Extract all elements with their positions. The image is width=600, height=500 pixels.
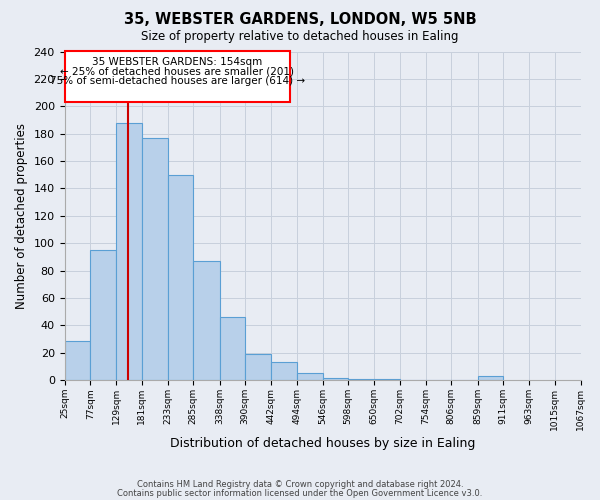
X-axis label: Distribution of detached houses by size in Ealing: Distribution of detached houses by size … [170, 437, 475, 450]
Text: ← 25% of detached houses are smaller (201): ← 25% of detached houses are smaller (20… [61, 66, 295, 76]
Bar [271, 362, 297, 380]
Bar [374, 379, 400, 380]
Bar [65, 340, 90, 380]
Text: 35, WEBSTER GARDENS, LONDON, W5 5NB: 35, WEBSTER GARDENS, LONDON, W5 5NB [124, 12, 476, 28]
Bar [142, 138, 167, 380]
Text: Contains public sector information licensed under the Open Government Licence v3: Contains public sector information licen… [118, 488, 482, 498]
Bar [297, 374, 323, 380]
Bar [220, 318, 245, 380]
Text: 75% of semi-detached houses are larger (614) →: 75% of semi-detached houses are larger (… [50, 76, 305, 86]
Bar [167, 175, 193, 380]
Bar [116, 122, 142, 380]
Text: 35 WEBSTER GARDENS: 154sqm: 35 WEBSTER GARDENS: 154sqm [92, 57, 263, 67]
Bar [65, 52, 290, 102]
Bar [323, 378, 348, 380]
Bar [193, 261, 220, 380]
Bar [478, 376, 503, 380]
Bar [90, 250, 116, 380]
Bar [245, 354, 271, 380]
Bar [348, 379, 374, 380]
Y-axis label: Number of detached properties: Number of detached properties [15, 123, 28, 309]
Text: Size of property relative to detached houses in Ealing: Size of property relative to detached ho… [141, 30, 459, 43]
Text: Contains HM Land Registry data © Crown copyright and database right 2024.: Contains HM Land Registry data © Crown c… [137, 480, 463, 489]
